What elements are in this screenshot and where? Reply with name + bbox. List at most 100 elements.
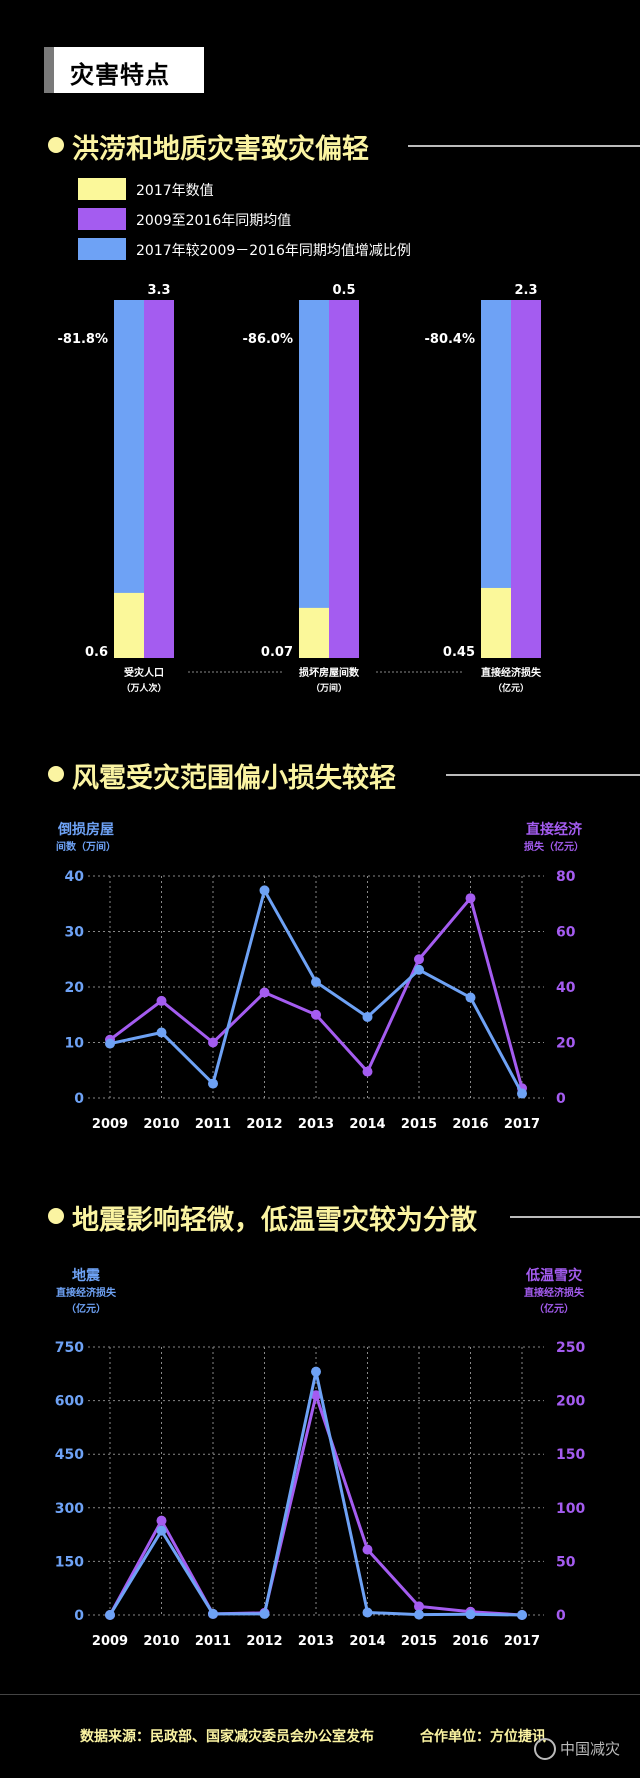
right-axis-title: 直接经济	[526, 821, 583, 838]
tag-accent-bar	[44, 47, 54, 93]
right-tick-label: 100	[556, 1501, 585, 1517]
series-point-right	[362, 1066, 373, 1077]
right-tick-label: 20	[556, 1036, 576, 1052]
x-tick-label: 2012	[246, 1634, 282, 1649]
bar-value-2017: 0.07	[261, 645, 293, 660]
flood-bar-chart: 3.3 -81.8% 0.6 受灾人口 （万人次） 0.5 -86.0% 0.07 损坏房屋间数…	[58, 283, 542, 694]
x-tick-label: 2011	[195, 1117, 231, 1132]
left-axis-title: 倒损房屋	[57, 821, 114, 838]
left-tick-label: 450	[55, 1447, 84, 1463]
series-point-right	[465, 893, 476, 904]
series-point-right	[311, 1390, 321, 1401]
section-title-hail: 风雹受灾范围偏小损失较轻	[48, 756, 640, 794]
section-rule	[408, 145, 640, 147]
series-point-right	[259, 987, 270, 998]
series-point-right	[208, 1037, 218, 1048]
series-point-left	[311, 1366, 321, 1377]
bar-change-label: -86.0%	[243, 332, 294, 347]
x-tick-label: 2009	[92, 1117, 128, 1132]
right-tick-label: 40	[556, 980, 576, 996]
x-tick-label: 2011	[195, 1634, 231, 1649]
section-title-flood: 洪涝和地质灾害致灾偏轻	[48, 127, 640, 165]
series-point-left	[517, 1088, 527, 1099]
left-tick-label: 30	[65, 925, 85, 941]
left-tick-label: 20	[65, 980, 85, 996]
category-unit: （亿元）	[493, 682, 529, 694]
x-tick-label: 2017	[504, 1634, 540, 1649]
series-point-left	[414, 1609, 424, 1620]
series-point-left	[362, 1011, 373, 1022]
series-point-right	[156, 995, 167, 1006]
x-tick-label: 2010	[143, 1634, 179, 1649]
left-tick-label: 150	[55, 1554, 84, 1570]
series-point-right	[362, 1544, 373, 1555]
series-point-left	[311, 977, 321, 988]
bar-2017	[299, 607, 329, 658]
right-tick-label: 60	[556, 925, 576, 941]
bar-avg	[329, 300, 359, 658]
legend-label: 2009至2016年同期均值	[136, 213, 292, 229]
left-tick-label: 40	[65, 869, 85, 885]
left-tick-label: 750	[55, 1340, 84, 1356]
section-title-text: 洪涝和地质灾害致灾偏轻	[72, 134, 369, 165]
x-tick-label: 2016	[452, 1634, 488, 1649]
series-point-left	[208, 1078, 218, 1089]
section-rule	[446, 774, 640, 776]
right-tick-label: 150	[556, 1447, 585, 1463]
left-axis-unit: 直接经济损失	[56, 1286, 117, 1299]
section-title-text: 地震影响轻微，低温雪灾较为分散	[72, 1205, 477, 1236]
legend-label: 2017年数值	[136, 183, 214, 199]
section-tag: 灾害特点	[44, 47, 204, 93]
legend-label: 2017年较2009－2016年同期均值增减比例	[136, 243, 411, 259]
right-axis-title: 低温雪灾	[525, 1267, 583, 1284]
series-point-right	[414, 1601, 424, 1612]
wechat-icon	[534, 1738, 556, 1760]
legend-swatch	[78, 178, 126, 200]
series-point-left	[208, 1608, 218, 1619]
x-tick-label: 2014	[349, 1634, 385, 1649]
bar-avg	[511, 300, 541, 658]
right-axis-unit: 直接经济损失	[524, 1286, 585, 1299]
series-point-right	[311, 1009, 321, 1020]
right-tick-label: 250	[556, 1340, 585, 1356]
series-point-right	[156, 1515, 167, 1526]
left-tick-label: 600	[55, 1394, 84, 1410]
bullet-dot	[48, 1208, 64, 1224]
category-unit: （万人次）	[121, 682, 166, 694]
right-tick-label: 200	[556, 1394, 585, 1410]
footer-divider	[0, 1694, 640, 1695]
section-title-quake: 地震影响轻微，低温雪灾较为分散	[48, 1198, 640, 1236]
legend-swatch	[78, 238, 126, 260]
x-tick-label: 2015	[401, 1117, 437, 1132]
x-tick-label: 2009	[92, 1634, 128, 1649]
bar-2017	[114, 592, 144, 658]
right-axis-unit: 损失（亿元）	[524, 840, 584, 853]
series-point-left	[465, 992, 476, 1003]
left-axis-unit: 间数（万间）	[56, 840, 116, 853]
series-point-left	[465, 1609, 476, 1620]
watermark: 中国减灾	[560, 1740, 621, 1758]
right-tick-label: 0	[556, 1091, 566, 1107]
section-title-text: 风雹受灾范围偏小损失较轻	[72, 763, 396, 794]
bar-change-label: -81.8%	[58, 332, 109, 347]
left-axis-unit: （亿元）	[66, 1302, 106, 1315]
bar-value-2017: 0.45	[443, 645, 475, 660]
series-point-left	[362, 1607, 373, 1618]
series-point-left	[517, 1610, 527, 1620]
x-tick-label: 2013	[298, 1634, 334, 1649]
right-tick-label: 80	[556, 869, 576, 885]
x-tick-label: 2014	[349, 1117, 385, 1132]
tag-text: 灾害特点	[70, 61, 170, 89]
partner: 合作单位：方位捷讯	[420, 1729, 546, 1745]
legend-swatch	[78, 208, 126, 230]
x-tick-label: 2015	[401, 1634, 437, 1649]
bullet-dot	[48, 766, 64, 782]
bar-avg	[144, 300, 174, 658]
category-label: 直接经济损失	[481, 666, 542, 679]
data-source: 数据来源：民政部、国家减灾委员会办公室发布	[80, 1729, 374, 1745]
bar-2017	[481, 587, 511, 658]
left-axis-title: 地震	[72, 1267, 101, 1284]
x-tick-label: 2017	[504, 1117, 540, 1132]
